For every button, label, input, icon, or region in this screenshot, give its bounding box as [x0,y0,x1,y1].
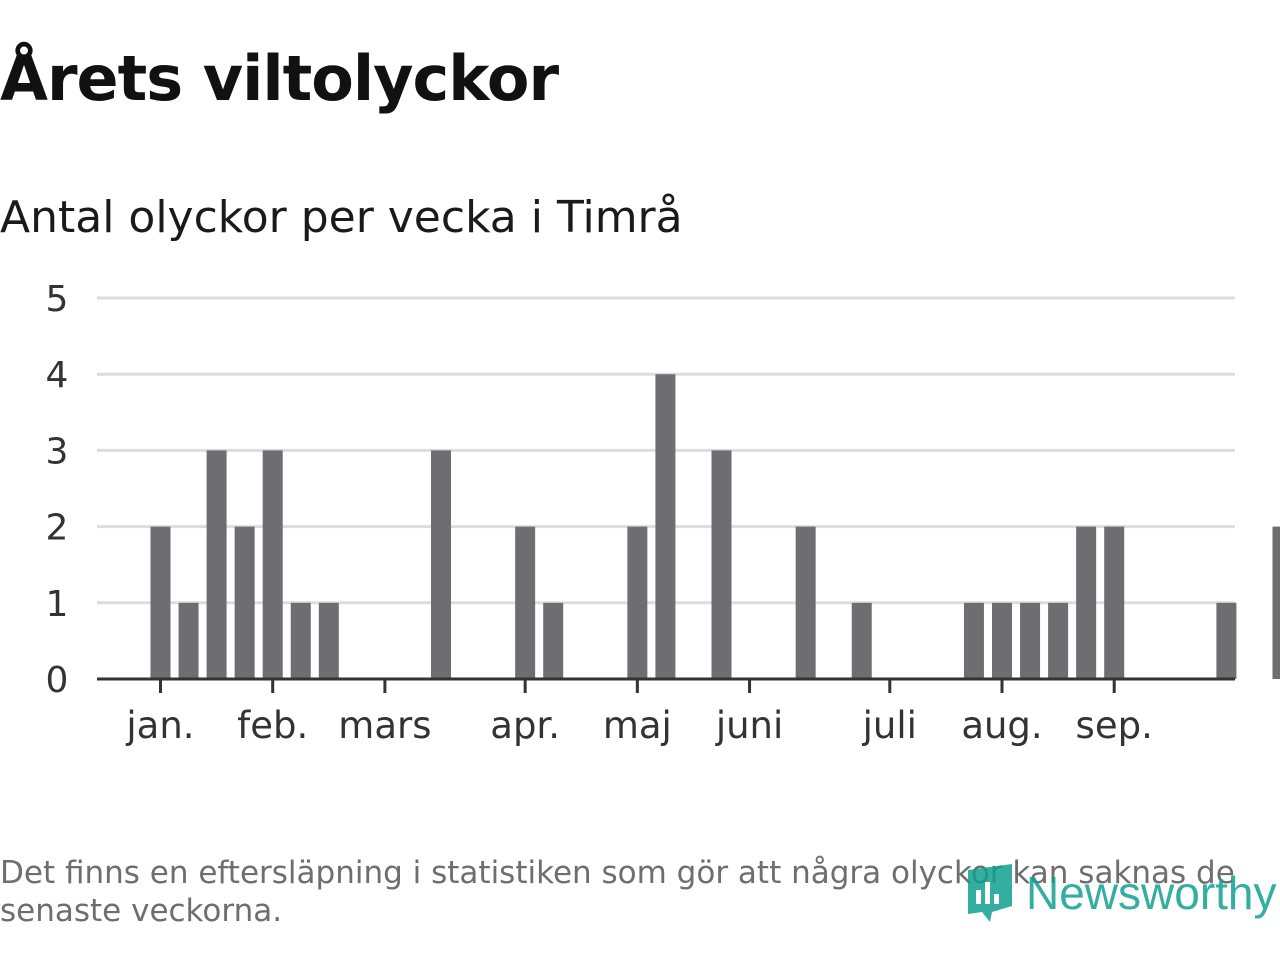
bar [627,526,648,679]
brand-name: Newsworthy [1026,867,1277,919]
bar [150,526,171,679]
bar [1216,602,1237,679]
bar [851,602,872,679]
x-tick-label: aug. [961,704,1042,747]
bar [711,450,732,679]
x-tick-label: jan. [125,704,194,747]
y-tick-label: 2 [46,508,69,549]
y-tick-label: 3 [46,431,69,472]
newsworthy-logo-icon [968,864,1012,922]
bar [795,526,816,679]
bar [1272,526,1280,679]
y-tick-label: 5 [46,279,69,320]
x-tick-label: mars [338,704,431,747]
x-tick-label: maj [603,704,672,747]
bar [290,602,311,679]
bar [543,602,564,679]
bar [1104,526,1125,679]
brand-logo: Newsworthy [964,862,1277,924]
x-tick-label: juli [862,704,917,747]
bar [655,374,676,679]
bar [178,602,199,679]
bar [206,450,227,679]
bar [318,602,339,679]
bar [1020,602,1041,679]
footnote: Det finns en eftersläpning i statistiken… [0,855,1235,929]
y-tick-label: 4 [46,355,69,396]
bar [431,450,451,679]
x-tick-label: feb. [237,704,308,747]
bar [234,526,255,679]
y-tick-label: 0 [46,660,69,701]
x-tick-label: sep. [1076,704,1153,747]
bar [1048,602,1069,679]
x-tick-label: apr. [490,704,560,747]
bar-chart: 0123451jan.feb.marsapr.majjunijuliaug.se… [46,279,1280,747]
bar [262,450,283,679]
bar [992,602,1012,679]
bar [515,526,536,679]
bar [963,602,984,679]
chart-title: Årets viltolyckor [0,42,559,115]
y-tick-label: 1 [46,584,69,625]
x-tick-label: juni [715,704,783,747]
bar [1076,526,1097,679]
chart-subtitle: Antal olyckor per vecka i Timrå [0,192,683,243]
